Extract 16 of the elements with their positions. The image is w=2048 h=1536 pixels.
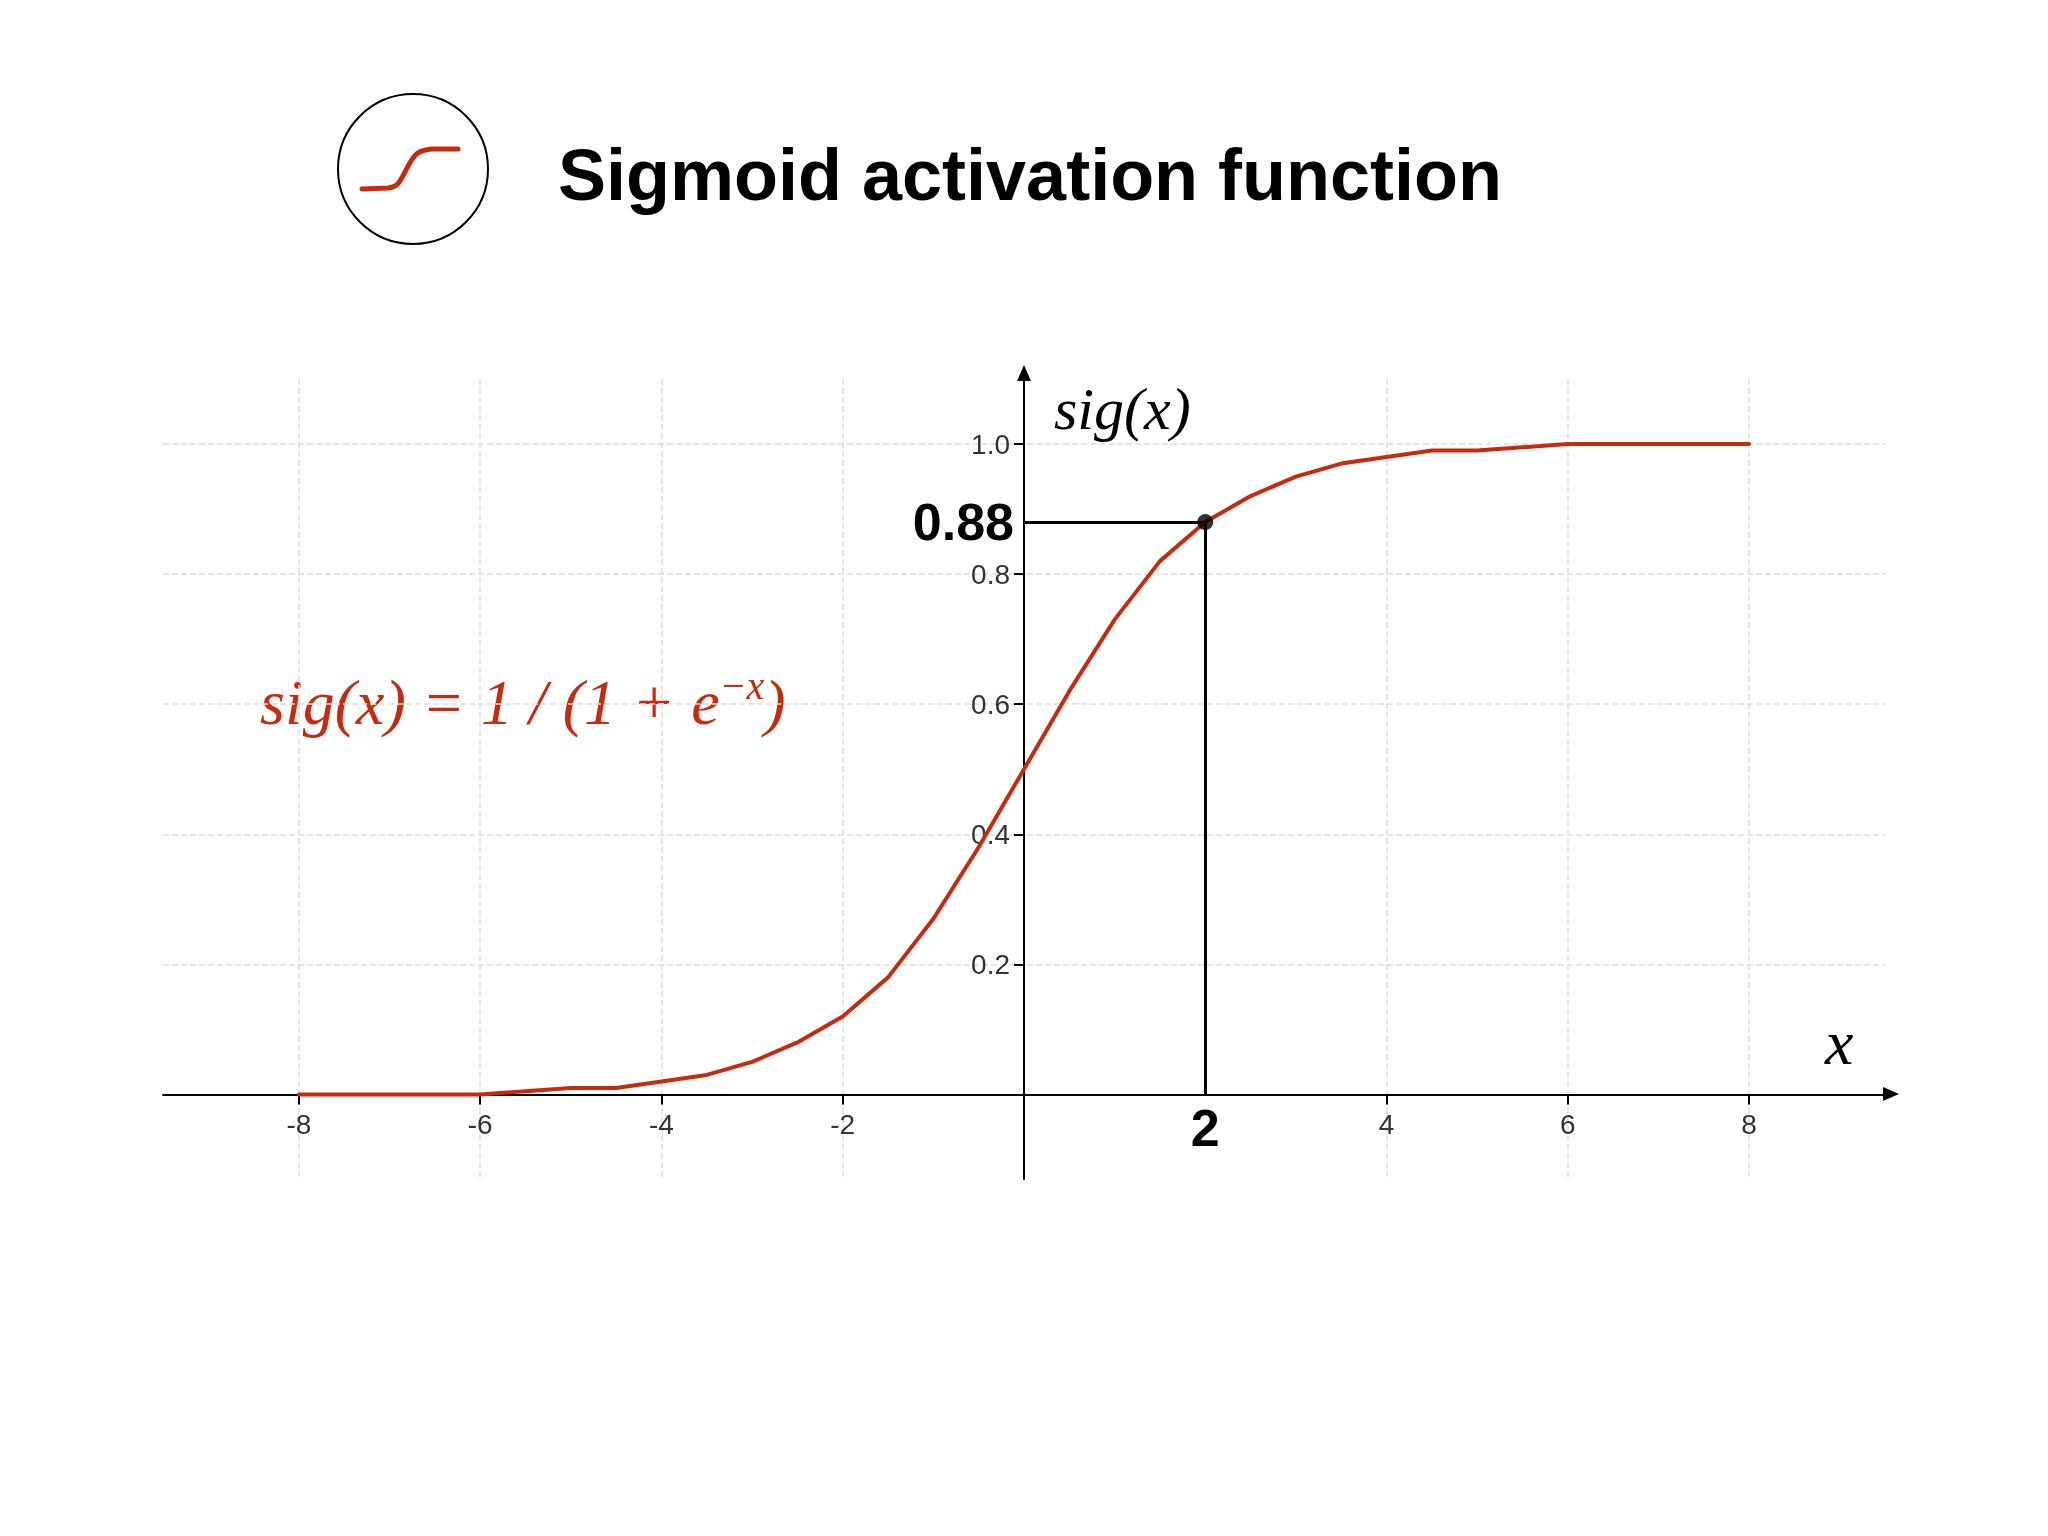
y-tick-label: 0.6 [971, 688, 1010, 720]
x-tick-label: 4 [1378, 1108, 1395, 1140]
ref-line-label: 2 [1190, 1099, 1220, 1158]
y-tick-label: 1.0 [971, 428, 1010, 460]
x-axis-title: x [1824, 1006, 1854, 1078]
x-tick-label: -4 [649, 1108, 674, 1140]
y-tick-label: 0.8 [971, 558, 1010, 590]
chart-title: Sigmoid activation function [558, 135, 1503, 215]
y-tick-label: 0.2 [971, 948, 1010, 980]
x-tick-label: 6 [1560, 1108, 1576, 1140]
x-tick-label: -2 [830, 1108, 856, 1140]
x-tick-label: 8 [1741, 1108, 1757, 1140]
y-axis-title: sig(x) [1054, 376, 1191, 442]
ref-line-label: 0.88 [912, 493, 1014, 552]
x-tick-label: -6 [467, 1108, 493, 1140]
x-tick-label: -8 [286, 1108, 312, 1140]
